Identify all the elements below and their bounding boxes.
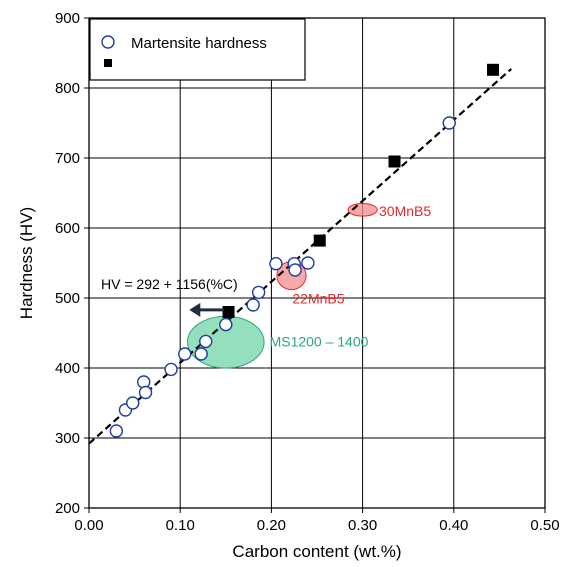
x-tick-label: 0.50 — [530, 517, 559, 534]
legend-box — [89, 18, 306, 81]
martensite-point — [109, 424, 124, 438]
region-label: 22MnB5 — [292, 290, 344, 306]
fit-line — [88, 68, 512, 445]
martensite-point — [269, 257, 283, 271]
y-tick-label: 400 — [55, 360, 80, 377]
region-label: 30MnB5 — [379, 203, 431, 219]
legend-label-martensite: Martensite hardness — [131, 35, 267, 52]
martensite-point — [126, 396, 140, 410]
y-tick-label: 200 — [55, 500, 80, 517]
fit-line-layer — [88, 68, 512, 445]
martensite-point — [301, 256, 315, 270]
square-point — [313, 234, 326, 247]
y-tick-label: 600 — [55, 220, 80, 237]
x-tick-label: 0.40 — [439, 517, 468, 534]
annotations: HV = 292 + 1156(%C) 30MnB5 22MnB5 MS1200 – … — [101, 203, 431, 350]
martensite-point — [219, 317, 233, 332]
square-point — [487, 63, 500, 76]
square-point — [222, 306, 235, 318]
y-tick-label: 300 — [55, 430, 80, 447]
martensite-point — [199, 334, 213, 349]
legend: Martensite hardness — [89, 18, 306, 81]
axes: 0.00 0.10 0.20 0.30 0.40 0.50 200 300 400 500 600 7… — [17, 10, 560, 561]
plot-frame — [88, 17, 546, 509]
y-tick-label: 700 — [55, 150, 80, 167]
martensite-point — [246, 298, 260, 312]
y-tick-label: 900 — [55, 10, 80, 27]
martensite-point — [442, 116, 456, 130]
martensite-point — [251, 285, 266, 300]
x-tick-label: 0.00 — [74, 517, 103, 534]
y-tick-label: 800 — [55, 80, 80, 97]
arrow-left-icon — [189, 302, 201, 317]
y-axis-title: Hardness (HV) — [17, 207, 36, 319]
x-tick-label: 0.30 — [348, 517, 377, 534]
martensite-point — [288, 263, 302, 277]
legend-circle-marker — [101, 35, 115, 49]
region-label: MS1200 – 1400 — [270, 333, 369, 349]
data-points — [109, 63, 500, 438]
square-point — [388, 155, 401, 168]
martensite-point — [164, 362, 178, 377]
martensite-point — [194, 347, 208, 361]
martensite-point — [138, 385, 153, 400]
legend-square-marker — [104, 59, 112, 67]
martensite-point — [178, 347, 192, 361]
fit-equation-label: HV = 292 + 1156(%C) — [101, 276, 238, 292]
x-axis-title: Carbon content (wt.%) — [232, 542, 401, 561]
y-tick-label: 500 — [55, 290, 80, 307]
x-tick-label: 0.10 — [166, 517, 195, 534]
x-tick-label: 0.20 — [257, 517, 286, 534]
grid — [89, 18, 545, 508]
